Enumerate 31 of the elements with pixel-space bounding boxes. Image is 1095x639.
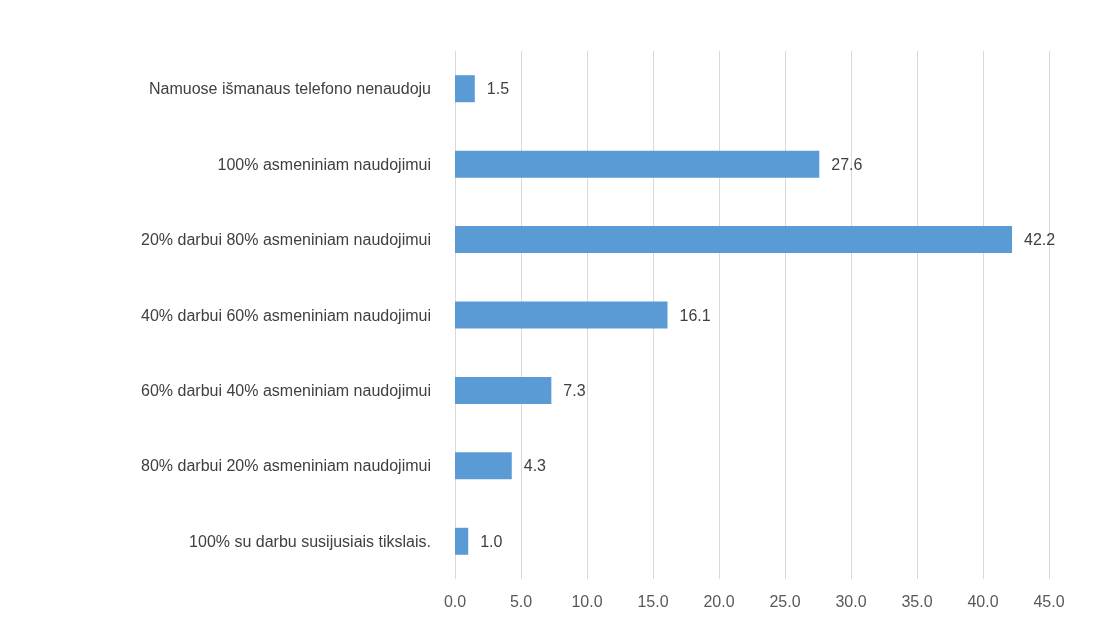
y-tick-label: 40% darbui 60% asmeniniam naudojimui — [141, 306, 431, 324]
bar — [455, 452, 512, 480]
y-tick-label: 80% darbui 20% asmeniniam naudojimui — [141, 457, 431, 475]
bar — [455, 527, 469, 555]
bar — [455, 75, 475, 103]
bar — [455, 226, 1013, 254]
y-tick-label: 100% su darbu susijusiais tikslais. — [189, 532, 431, 550]
bar — [455, 376, 552, 404]
data-label: 27.6 — [831, 155, 863, 173]
data-label: 4.3 — [523, 457, 547, 475]
x-tick-label: 20.0 — [703, 592, 735, 610]
x-tick-label: 40.0 — [967, 592, 999, 610]
x-tick-label: 15.0 — [637, 592, 669, 610]
y-tick-label: 100% asmeniniam naudojimui — [217, 155, 431, 173]
data-label: 16.1 — [679, 306, 711, 324]
y-tick-label: Namuose išmanaus telefono nenaudoju — [149, 80, 431, 98]
x-tick-label: 30.0 — [835, 592, 867, 610]
x-tick-label: 25.0 — [769, 592, 801, 610]
bar — [455, 301, 668, 329]
x-tick-label: 45.0 — [1033, 592, 1065, 610]
x-tick-label: 10.0 — [571, 592, 603, 610]
data-label: 42.2 — [1024, 231, 1056, 249]
x-tick-label: 35.0 — [901, 592, 933, 610]
x-tick-label: 5.0 — [509, 592, 533, 610]
bar — [455, 150, 820, 178]
y-tick-label: 20% darbui 80% asmeniniam naudojimui — [141, 231, 431, 249]
data-label: 7.3 — [563, 381, 586, 399]
y-tick-label: 60% darbui 40% asmeniniam naudojimui — [141, 381, 431, 399]
data-label: 1.5 — [486, 80, 510, 98]
x-tick-label: 0.0 — [443, 592, 467, 610]
data-label: 1.0 — [480, 532, 503, 550]
